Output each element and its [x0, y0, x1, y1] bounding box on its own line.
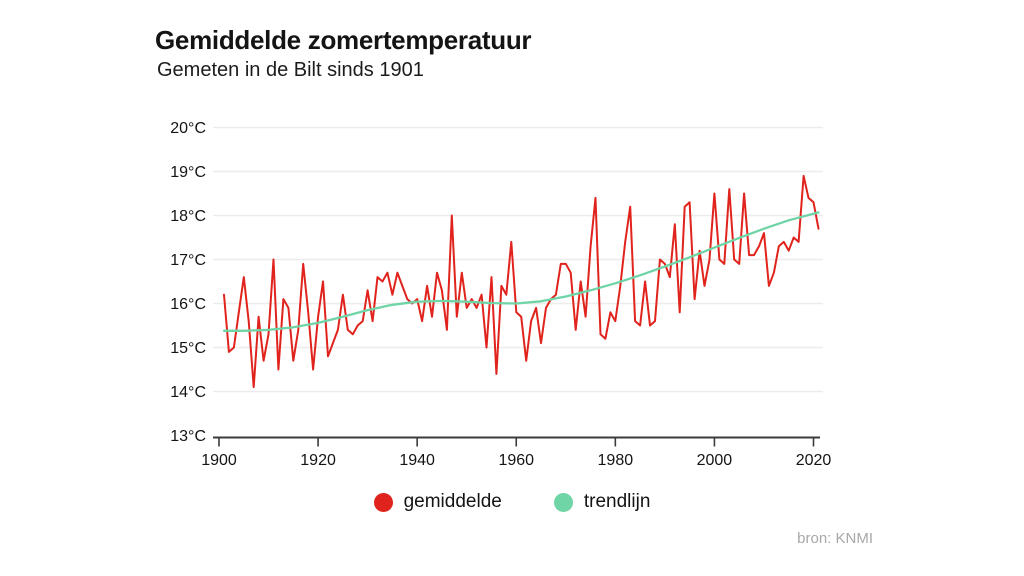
x-tick-label: 1900 [201, 452, 237, 469]
x-tick-label: 1960 [498, 452, 534, 469]
y-tick-label: 14°C [170, 384, 206, 401]
y-tick-label: 13°C [170, 428, 206, 445]
y-tick-label: 15°C [170, 340, 206, 357]
source-credit: bron: KNMI [797, 530, 873, 547]
x-tick-label: 1980 [598, 452, 634, 469]
temperature-average-line [223, 174, 820, 389]
trend-series-dot-icon [553, 492, 573, 512]
average-series-dot-icon [373, 492, 393, 512]
page-title: Gemiddelde zomertemperatuur [155, 25, 532, 55]
legend-label-trendlijn: trendlijn [583, 491, 651, 512]
x-tick-label: 1920 [300, 452, 336, 469]
trend-line [222, 211, 820, 332]
page-subtitle: Gemeten in de Bilt sinds 1901 [157, 59, 424, 81]
y-tick-label: 17°C [170, 252, 206, 269]
x-tick-label: 2020 [796, 452, 832, 469]
y-tick-label: 20°C [170, 120, 206, 137]
chart-legend: gemiddelde trendlijn [0, 491, 1024, 513]
x-tick-label: 1940 [399, 452, 435, 469]
y-tick-label: 16°C [170, 296, 206, 313]
y-tick-label: 19°C [170, 164, 206, 181]
x-tick-label: 2000 [697, 452, 733, 469]
legend-item-gemiddelde: gemiddelde [373, 491, 502, 513]
y-tick-label: 18°C [170, 208, 206, 225]
legend-item-trendlijn: trendlijn [553, 491, 651, 513]
legend-label-gemiddelde: gemiddelde [403, 491, 502, 512]
